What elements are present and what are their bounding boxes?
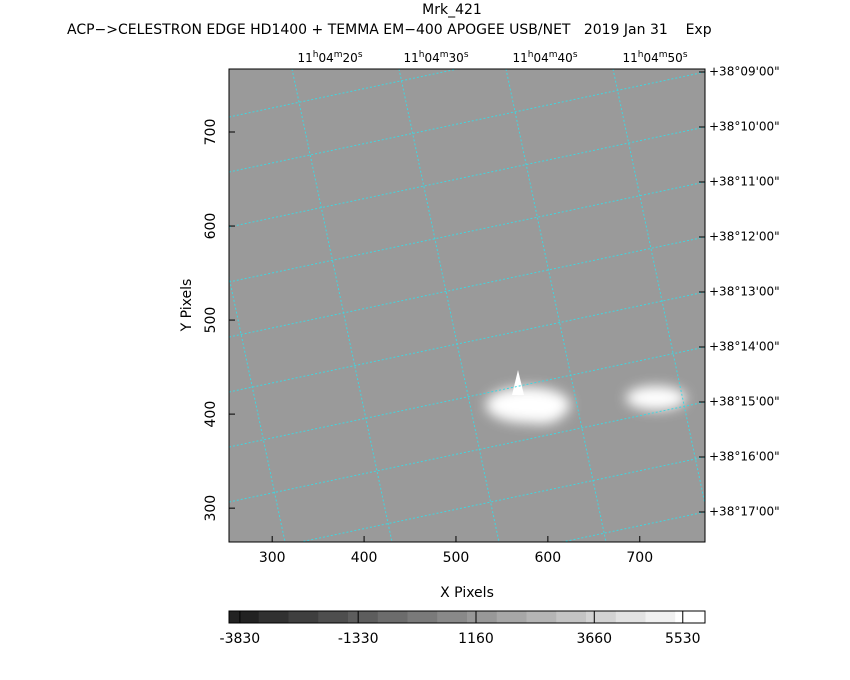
ra-grid-line: [229, 274, 286, 542]
colorbar-frame: [228, 610, 706, 624]
ra-grid-line: [398, 69, 500, 542]
ra-label-part: s: [358, 50, 363, 60]
colorbar-segment: [675, 611, 706, 623]
ra-label-part: m: [334, 50, 343, 60]
dec-label: +38°14'00": [709, 340, 780, 354]
chart-title: Mrk_421: [422, 2, 482, 18]
dec-label: +38°15'00": [709, 395, 780, 409]
ra-label-part: 04: [643, 51, 658, 65]
ra-label-part: h: [528, 50, 534, 60]
dec-label: +38°13'00": [709, 285, 780, 299]
colorbar-segment: [645, 611, 676, 623]
ra-grid-line: [505, 69, 607, 542]
ra-label-part: s: [573, 50, 578, 60]
x-tick-label: 500: [443, 550, 470, 566]
chart-subtitle: ACP−>CELESTRON EDGE HD1400 + TEMMA EM−40…: [67, 22, 712, 38]
dec-grid-line: [559, 511, 705, 542]
colorbar-tick-label: 3660: [576, 631, 612, 647]
ra-label-part: m: [549, 50, 558, 60]
x-axis-label: X Pixels: [440, 585, 494, 601]
ra-grid-line: [612, 69, 705, 507]
dec-grid-line: [229, 291, 705, 393]
colorbar-segment: [229, 611, 260, 623]
ra-label-part: 04: [533, 51, 548, 65]
ra-label-part: 11: [512, 51, 527, 65]
wcs-grid: [78, 69, 820, 542]
sources: [486, 386, 686, 424]
colorbar-segment: [467, 611, 498, 623]
ra-label-part: 50: [668, 51, 683, 65]
colorbar-segment: [615, 611, 646, 623]
ra-label-part: h: [419, 50, 425, 60]
spike: [512, 370, 524, 395]
dec-label: +38°12'00": [709, 230, 780, 244]
dec-grid-line: [229, 401, 705, 503]
y-tick-label: 700: [203, 119, 219, 146]
y-tick-label: 400: [203, 401, 219, 428]
colorbar-tick-label: -3830: [220, 631, 261, 647]
image: [78, 69, 820, 542]
dec-grid-line: [229, 126, 705, 228]
ra-label-part: m: [440, 50, 449, 60]
dec-label: +38°11'00": [709, 175, 780, 189]
dec-grid-line: [229, 69, 460, 118]
dec-label: +38°10'00": [709, 120, 780, 134]
colorbar-segment: [318, 611, 349, 623]
ra-label-part: 11: [297, 51, 312, 65]
colorbar-segment: [377, 611, 408, 623]
dec-grid-line: [229, 236, 705, 338]
colorbar-segment: [348, 611, 379, 623]
dec-grid-line: [229, 346, 705, 448]
ra-label: 11h04m50s: [622, 50, 687, 65]
dec-grid-line: [297, 456, 705, 542]
ra-label-part: 04: [318, 51, 333, 65]
ra-label-part: 30: [449, 51, 464, 65]
colorbar-segment: [586, 611, 617, 623]
colorbar-tick-label: 5530: [665, 631, 701, 647]
ra-label: 11h04m40s: [512, 50, 577, 65]
dec-label: +38°16'00": [709, 450, 780, 464]
ra-label-part: 11: [403, 51, 418, 65]
colorbar-segment: [556, 611, 587, 623]
ra-grid-line: [291, 69, 393, 542]
ra-label: 11h04m30s: [403, 50, 468, 65]
colorbar-tick-label: -1330: [338, 631, 379, 647]
x-tick-label: 300: [259, 550, 286, 566]
colorbar-segment: [288, 611, 319, 623]
colorbar-segment: [258, 611, 289, 623]
dec-label: +38°17'00": [709, 505, 780, 519]
ra-label-part: 04: [424, 51, 439, 65]
ra-label-part: 40: [558, 51, 573, 65]
plot-frame: [228, 68, 706, 543]
image-background: [229, 69, 705, 542]
x-tick-label: 400: [351, 550, 378, 566]
colorbar-segment: [526, 611, 557, 623]
dec-grid-line: [229, 71, 705, 173]
colorbar-tick-label: 1160: [458, 631, 494, 647]
ra-grid-line: [78, 69, 178, 542]
ra-label-part: h: [313, 50, 319, 60]
y-tick-label: 300: [203, 495, 219, 522]
x-tick-label: 700: [626, 550, 653, 566]
ra-label-part: s: [464, 50, 469, 60]
y-axis-label: Y Pixels: [179, 279, 195, 333]
ra-label-part: 20: [343, 51, 358, 65]
ra-label-part: m: [659, 50, 668, 60]
dec-label: +38°09'00": [709, 65, 780, 79]
ra-label-part: s: [683, 50, 688, 60]
ra-label-part: h: [638, 50, 644, 60]
colorbar: -3830 -1330 1160 3660 5530: [220, 610, 706, 647]
ra-label: 11h04m20s: [297, 50, 362, 65]
ra-label-part: 11: [622, 51, 637, 65]
colorbar-segment: [407, 611, 438, 623]
x-tick-label: 600: [534, 550, 561, 566]
y-tick-label: 500: [203, 307, 219, 334]
dec-grid-line: [229, 181, 705, 283]
colorbar-segment: [496, 611, 527, 623]
ra-grid-line: [720, 69, 820, 542]
y-tick-label: 600: [203, 213, 219, 240]
colorbar-segment: [437, 611, 468, 623]
